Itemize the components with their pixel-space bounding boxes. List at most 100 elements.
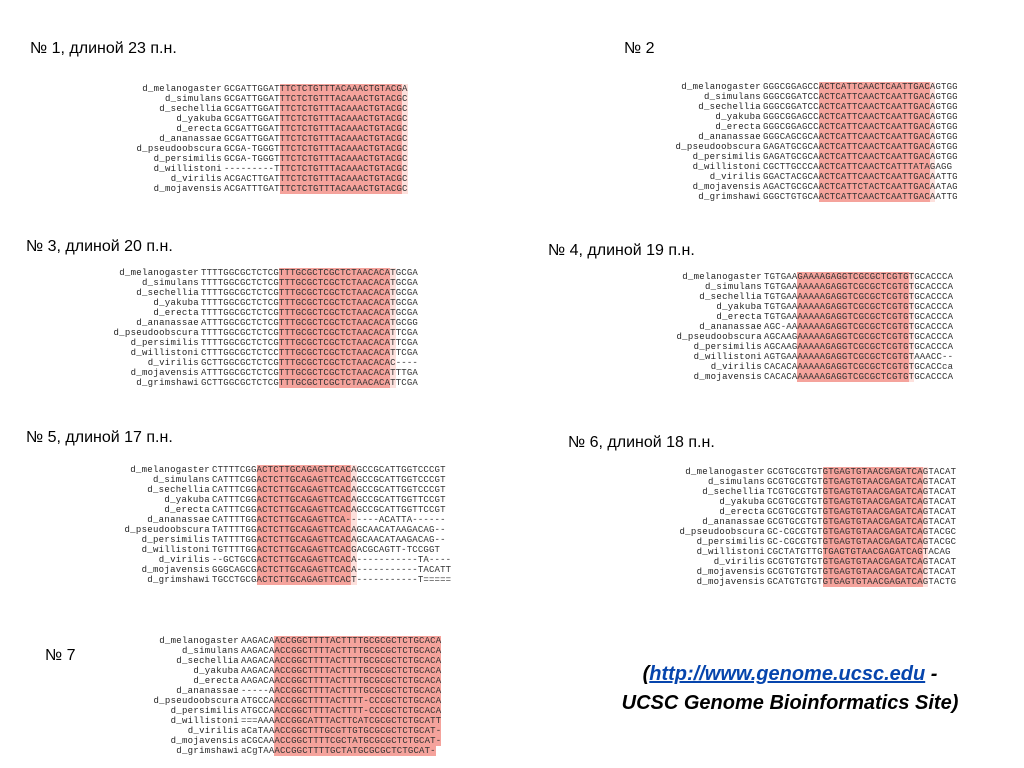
alignment-block-7: d_melanogaster AAGACAACCGGCTTTTACTTTTGCGC… <box>135 636 442 756</box>
alignment-row: d_persimilis TTTTGGCGCTCTCGTTTGCGCTCGCTCT… <box>95 338 418 348</box>
sequence-text: AAGACAACCGGCTTTTACTTTTGCGCGCTCTGCACA <box>241 636 442 646</box>
caption-alignment-3: № 3, длиной 20 п.н. <box>26 238 173 255</box>
alignment-block-2: d_melanogaster GGGCGGAGCCACTCATTCAACTCAAT… <box>655 82 958 202</box>
ucsc-genome-link[interactable]: http://www.genome.ucsc.edu <box>649 663 926 685</box>
alignment-row: d_persimilis GC-CGCGTGTGTGAGTGTAACGAGATCA… <box>655 537 956 547</box>
alignment-row: d_erecta TTTTGGCGCTCTCGTTTGCGCTCGCTCTAACA… <box>95 308 418 318</box>
alignment-row: d_willistoni ===AAAACCGGCATTTACTTCATCGCGC… <box>135 716 442 726</box>
caption-alignment-4: № 4, длиной 19 п.н. <box>548 242 695 259</box>
species-label: d_sechellia <box>159 104 222 114</box>
species-label: d_mojavensis <box>693 372 762 382</box>
alignment-row: d_erecta GCGATTGGATTTCTCTGTTTACAAACTGTACG… <box>120 124 408 134</box>
sequence-text: GCGATTGGATTTCTCTGTTTACAAACTGTACGC <box>224 134 408 144</box>
species-label: d_virilis <box>710 362 762 372</box>
alignment-row: d_melanogaster TGTGAAGAAAAGAGGTCGCGCTCGTG… <box>654 272 953 282</box>
alignment-row: d_simulans TGTGAAAAAAAGAGGTCGCGCTCGTGTGCA… <box>654 282 953 292</box>
alignment-row: d_ananassae -----AACCGGCTTTTACTTTTGCGCGCT… <box>135 686 442 696</box>
species-label: d_persimilis <box>692 152 761 162</box>
sequence-text: AGCAAGAAAAAGAGGTCGCGCTCGTGTGCACCCA <box>764 342 954 352</box>
species-label: d_yakuba <box>716 302 762 312</box>
sequence-text: AAGACAACCGGCTTTTACTTTTGCGCGCTCTGCACA <box>241 646 442 656</box>
species-label: d_mojavensis <box>141 565 210 575</box>
sequence-text: TTTTGGCGCTCTCGTTTGCGCTCGCTCTAACACATGCGA <box>201 278 418 288</box>
species-label: d_persimilis <box>170 706 239 716</box>
species-label: d_ananassae <box>147 515 210 525</box>
species-label: d_willistoni <box>170 716 239 726</box>
alignment-row: d_grimshawi TGCCTGCGACTCTTGCAGAGTTCACT---… <box>104 575 451 585</box>
species-label: d_yakuba <box>193 666 239 676</box>
alignment-row: d_pseudoobscura GAGATGCGCAACTCATTCAACTCAA… <box>655 142 958 152</box>
sequence-text: AGCAAGAAAAAGAGGTCGCGCTCGTGTGCACCCA <box>764 332 954 342</box>
species-label: d_sechellia <box>176 656 239 666</box>
sequence-text: TATTTTGGACTCTTGCAGAGTTCACAGCAACATAAGACAG… <box>212 535 446 545</box>
species-label: d_willistoni <box>693 352 762 362</box>
caption-alignment-6: № 6, длиной 18 п.н. <box>568 434 715 451</box>
sequence-text: CATTTCGGACTCTTGCAGAGTTCACAGCCGCATTGGTTCC… <box>212 495 446 505</box>
species-label: d_pseudoobscura <box>113 328 199 338</box>
sequence-text: CTTTGGCGCTCTCCTTTGCGCTCGCTCTAACACATTCGA <box>201 348 418 358</box>
sequence-text: GC-CGCGTGTGTGAGTGTAACGAGATCAGTACGC <box>767 527 957 537</box>
species-label: d_simulans <box>152 475 210 485</box>
sequence-text: CACACAAAAAAGAGGTCGCGCTCGTGTGCACCca <box>764 362 954 372</box>
species-label: d_sechellia <box>147 485 210 495</box>
species-label: d_virilis <box>158 555 210 565</box>
species-label: d_sechellia <box>698 102 761 112</box>
species-label: d_grimshawi <box>147 575 210 585</box>
alignment-row: d_yakuba TTTTGGCGCTCTCGTTTGCGCTCGCTCTAACA… <box>95 298 418 308</box>
sequence-text: TGTGAAAAAAAGAGGTCGCGCTCGTGTGCACCCA <box>764 282 954 292</box>
alignment-row: d_simulans GCGTGCGTGTGTGAGTGTAACGAGATCAGT… <box>655 477 956 487</box>
species-label: d_erecta <box>164 505 210 515</box>
sequence-text: GAGATGCGCAACTCATTCAACTCAATTGACAGTGG <box>763 142 958 152</box>
alignment-block-6: d_melanogaster GCGTGCGTGTGTGAGTGTAACGAGAT… <box>655 467 956 587</box>
alignment-row: d_ananassae GGGCAGCGCAACTCATTCAACTCAATTGA… <box>655 132 958 142</box>
species-label: d_willistoni <box>153 164 222 174</box>
species-label: d_pseudoobscura <box>676 332 762 342</box>
sequence-text: ATTTGGCGCTCTCGTTTGCGCTCGCTCTAACACATTTGA <box>201 368 418 378</box>
species-label: d_ananassae <box>698 132 761 142</box>
alignment-row: d_ananassae CATTTTGGACTCTTGCAGAGTTCA-----… <box>104 515 451 525</box>
species-label: d_melanogaster <box>682 272 762 282</box>
sequence-text: GGGCGGATCCACTCATTCAACTCAATTGACAGTGG <box>763 102 958 112</box>
sequence-text: CATTTCGGACTCTTGCAGAGTTCACAGCCGCATTGGTCCC… <box>212 475 446 485</box>
alignment-row: d_erecta GCGTGCGTGTGTGAGTGTAACGAGATCAGTAC… <box>655 507 956 517</box>
sequence-text: TGTGAAAAAAAGAGGTCGCGCTCGTGTGCACCCA <box>764 312 954 322</box>
alignment-row: d_virilis GCGTGTGTGTGTGAGTGTAACGAGATCAGTA… <box>655 557 956 567</box>
alignment-row: d_mojavensis CACACAAAAAAGAGGTCGCGCTCGTGTG… <box>654 372 953 382</box>
species-label: d_persimilis <box>141 535 210 545</box>
species-label: d_pseudoobscura <box>675 142 761 152</box>
alignment-row: d_virilis GGACTACGCAACTCATTCAACTCAATTGACA… <box>655 172 958 182</box>
sequence-text: GAGATGCGCAACTCATTCAACTCAATTGACAGTGG <box>763 152 958 162</box>
alignment-row: d_willistoni ---------TTTCTCTGTTTACAAACTG… <box>120 164 408 174</box>
alignment-row: d_pseudoobscura AGCAAGAAAAAGAGGTCGCGCTCGT… <box>654 332 953 342</box>
species-label: d_virilis <box>147 358 199 368</box>
species-label: d_melanogaster <box>159 636 239 646</box>
alignment-row: d_melanogaster GCGTGCGTGTGTGAGTGTAACGAGAT… <box>655 467 956 477</box>
alignment-row: d_mojavensis GCATGTGTGTGTGAGTGTAACGAGATCA… <box>655 577 956 587</box>
citation-dash: - <box>925 663 938 685</box>
sequence-text: GGGCAGCGACTCTTGCAGAGTTCACA-----------TAC… <box>212 565 452 575</box>
sequence-text: TTTTGGCGCTCTCGTTTGCGCTCGCTCTAACACATGCGA <box>201 268 418 278</box>
sequence-text: GGGCTGTGCAACTCATTCAACTCAATTGACAATTG <box>763 192 958 202</box>
alignment-row: d_mojavensis AGACTGCGCAACTCATTCTACTCAATTG… <box>655 182 958 192</box>
species-label: d_virilis <box>170 174 222 184</box>
species-label: d_melanogaster <box>685 467 765 477</box>
alignment-row: d_willistoni TGTTTTGGACTCTTGCAGAGTTCACGAC… <box>104 545 451 555</box>
species-label: d_ananassae <box>176 686 239 696</box>
sequence-text: GGGCGGAGCCACTCATTCAACTCAATTGACAGTGG <box>763 122 958 132</box>
species-label: d_willistoni <box>692 162 761 172</box>
alignment-row: d_melanogaster CTTTTCGGACTCTTGCAGAGTTCACA… <box>104 465 451 475</box>
alignment-row: d_persimilis ATGCCAACCGGCTTTTACTTTT-CCCGC… <box>135 706 442 716</box>
alignment-row: d_mojavensis GCGTGTGTGTGTGAGTGTAACGAGATCA… <box>655 567 956 577</box>
species-label: d_erecta <box>719 507 765 517</box>
caption-alignment-1: № 1, длиной 23 п.н. <box>30 40 177 57</box>
sequence-text: GGACTACGCAACTCATTCAACTCAATTGACAATTG <box>763 172 958 182</box>
alignment-row: d_ananassae ATTTGGCGCTCTCGTTTGCGCTCGCTCTA… <box>95 318 418 328</box>
alignment-row: d_ananassae GCGTGCGTGTGTGAGTGTAACGAGATCAG… <box>655 517 956 527</box>
species-label: d_mojavensis <box>130 368 199 378</box>
sequence-text: ATTTGGCGCTCTCGTTTGCGCTCGCTCTAACACATGCGG <box>201 318 418 328</box>
species-label: d_ananassae <box>136 318 199 328</box>
alignment-row: d_melanogaster GGGCGGAGCCACTCATTCAACTCAAT… <box>655 82 958 92</box>
sequence-text: GC-CGCGTGTGTGAGTGTAACGAGATCAGTACGC <box>767 537 957 547</box>
alignment-block-5: d_melanogaster CTTTTCGGACTCTTGCAGAGTTCACA… <box>104 465 451 585</box>
sequence-text: TGTGAAGAAAAGAGGTCGCGCTCGTGTGCACCCA <box>764 272 954 282</box>
